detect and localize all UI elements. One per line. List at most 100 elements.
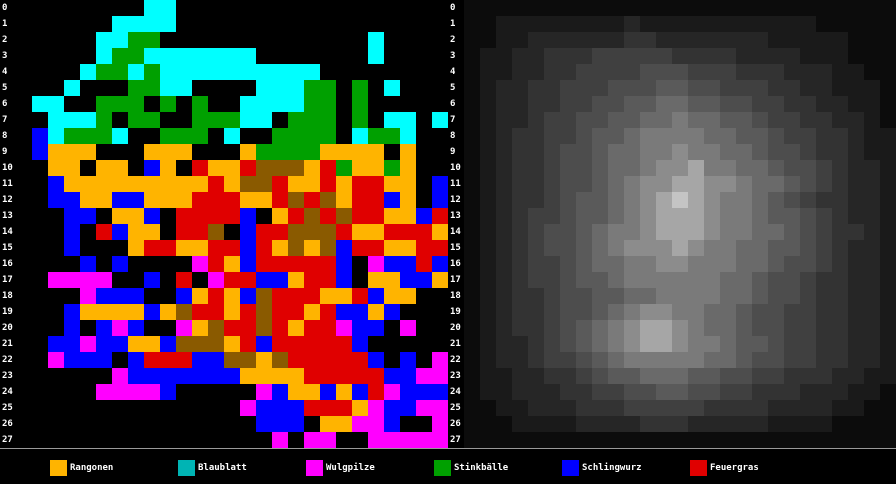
heat-cell[interactable] (608, 0, 624, 16)
heat-cell[interactable] (624, 304, 640, 320)
heat-cell[interactable] (832, 432, 848, 448)
terrain-cell[interactable] (240, 224, 256, 240)
heat-cell[interactable] (768, 176, 784, 192)
heat-cell[interactable] (576, 96, 592, 112)
heat-cell[interactable] (800, 80, 816, 96)
heat-cell[interactable] (512, 400, 528, 416)
heat-cell[interactable] (528, 272, 544, 288)
heat-cell[interactable] (848, 16, 864, 32)
terrain-cell[interactable] (288, 336, 304, 352)
heat-cell[interactable] (880, 64, 896, 80)
heat-cell[interactable] (576, 224, 592, 240)
terrain-cell[interactable] (352, 192, 368, 208)
terrain-cell[interactable] (368, 304, 384, 320)
heat-cell[interactable] (560, 400, 576, 416)
heat-cell[interactable] (640, 384, 656, 400)
heat-cell[interactable] (560, 320, 576, 336)
terrain-cell[interactable] (192, 192, 208, 208)
heat-cell[interactable] (496, 32, 512, 48)
terrain-cell[interactable] (336, 144, 352, 160)
terrain-cell[interactable] (192, 96, 208, 112)
terrain-cell[interactable] (96, 32, 112, 48)
heat-cell[interactable] (560, 272, 576, 288)
heat-cell[interactable] (640, 304, 656, 320)
heat-cell[interactable] (624, 80, 640, 96)
heat-cell[interactable] (848, 304, 864, 320)
heat-cell[interactable] (832, 192, 848, 208)
heat-cell[interactable] (624, 176, 640, 192)
heat-cell[interactable] (624, 352, 640, 368)
terrain-cell[interactable] (80, 256, 96, 272)
heat-cell[interactable] (544, 64, 560, 80)
heat-cell[interactable] (864, 16, 880, 32)
heat-cell[interactable] (656, 368, 672, 384)
heat-cell[interactable] (736, 160, 752, 176)
heat-cell[interactable] (736, 320, 752, 336)
terrain-cell[interactable] (336, 288, 352, 304)
terrain-cell[interactable] (336, 224, 352, 240)
heat-cell[interactable] (848, 272, 864, 288)
terrain-cell[interactable] (224, 160, 240, 176)
terrain-cell[interactable] (160, 48, 176, 64)
heat-cell[interactable] (576, 272, 592, 288)
terrain-cell[interactable] (176, 176, 192, 192)
heat-cell[interactable] (688, 240, 704, 256)
heat-cell[interactable] (528, 144, 544, 160)
terrain-cell[interactable] (272, 288, 288, 304)
terrain-cell[interactable] (144, 208, 160, 224)
heat-cell[interactable] (608, 240, 624, 256)
terrain-cell[interactable] (256, 352, 272, 368)
terrain-cell[interactable] (64, 224, 80, 240)
terrain-cell[interactable] (256, 224, 272, 240)
heat-cell[interactable] (544, 288, 560, 304)
heat-cell[interactable] (672, 160, 688, 176)
heat-cell[interactable] (784, 80, 800, 96)
heat-cell[interactable] (768, 304, 784, 320)
terrain-cell[interactable] (336, 256, 352, 272)
heat-cell[interactable] (832, 256, 848, 272)
terrain-cell[interactable] (112, 32, 128, 48)
heat-cell[interactable] (560, 48, 576, 64)
terrain-cell[interactable] (96, 128, 112, 144)
heat-cell[interactable] (848, 48, 864, 64)
terrain-cell[interactable] (128, 48, 144, 64)
terrain-cell[interactable] (320, 128, 336, 144)
terrain-cell[interactable] (112, 224, 128, 240)
terrain-cell[interactable] (80, 272, 96, 288)
heat-cell[interactable] (672, 400, 688, 416)
heat-cell[interactable] (576, 160, 592, 176)
heat-cell[interactable] (720, 96, 736, 112)
heat-cell[interactable] (480, 352, 496, 368)
terrain-cell[interactable] (400, 320, 416, 336)
heat-cell[interactable] (864, 416, 880, 432)
terrain-cell[interactable] (224, 256, 240, 272)
terrain-cell[interactable] (384, 256, 400, 272)
terrain-cell[interactable] (368, 272, 384, 288)
heat-cell[interactable] (464, 32, 480, 48)
heat-cell[interactable] (864, 224, 880, 240)
terrain-cell[interactable] (144, 384, 160, 400)
terrain-cell[interactable] (224, 288, 240, 304)
terrain-cell[interactable] (224, 48, 240, 64)
heat-cell[interactable] (880, 144, 896, 160)
heat-cell[interactable] (768, 112, 784, 128)
heat-cell[interactable] (768, 128, 784, 144)
terrain-cell[interactable] (400, 432, 416, 448)
heat-cell[interactable] (528, 80, 544, 96)
heat-cell[interactable] (576, 240, 592, 256)
heat-cell[interactable] (880, 160, 896, 176)
heat-cell[interactable] (880, 176, 896, 192)
heat-cell[interactable] (496, 352, 512, 368)
terrain-cell[interactable] (400, 144, 416, 160)
heat-cell[interactable] (480, 336, 496, 352)
terrain-cell[interactable] (128, 288, 144, 304)
heat-cell[interactable] (720, 256, 736, 272)
terrain-cell[interactable] (160, 80, 176, 96)
heat-cell[interactable] (656, 272, 672, 288)
terrain-cell[interactable] (384, 288, 400, 304)
heat-cell[interactable] (768, 400, 784, 416)
terrain-cell[interactable] (368, 224, 384, 240)
heat-cell[interactable] (608, 16, 624, 32)
terrain-cell[interactable] (336, 272, 352, 288)
terrain-cell[interactable] (320, 160, 336, 176)
